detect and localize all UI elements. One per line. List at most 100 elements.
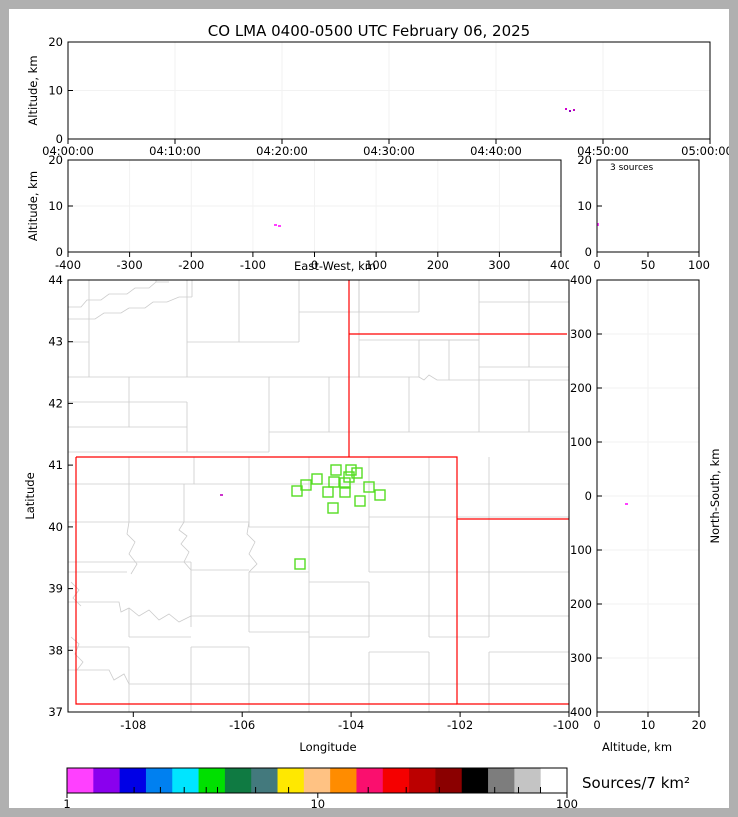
x-ticks-time-panel: 04:00:00 04:10:00 04:20:00 04:30:00 04:4… — [42, 139, 729, 156]
xtick-hist-50: 50 — [641, 258, 656, 272]
colorbar[interactable]: 1 10 100 Sources/7 km² — [9, 757, 729, 809]
ytick-20: 20 — [48, 35, 63, 49]
ytick-ns-300: 300 — [570, 327, 592, 341]
y-ticks-ns-panel: -400 -300 -200 -100 0 100 200 300 400 — [569, 273, 602, 719]
ytick-lat-37: 37 — [48, 705, 63, 719]
xtick-ns-alt-20: 20 — [692, 718, 707, 732]
xtick-t4: 04:40:00 — [470, 144, 522, 156]
data-points-ew-panel — [274, 224, 281, 227]
ytick-10: 10 — [48, 84, 63, 98]
ytick-ew-10: 10 — [48, 199, 63, 213]
ytick-hist-20: 20 — [577, 153, 592, 167]
colorbar-swatch — [67, 768, 94, 793]
xtick-ns-alt-0: 0 — [593, 718, 600, 732]
y-ticks-ew-panel: 0 10 20 — [48, 153, 73, 259]
ytick-ns-100: 100 — [570, 435, 592, 449]
xtick-lon-102: -102 — [447, 718, 473, 732]
colorbar-swatch — [488, 768, 515, 793]
xtick-ns-alt-10: 10 — [641, 718, 656, 732]
ytick-ns-400: 400 — [570, 273, 592, 287]
x-ticks-map: -108 -106 -104 -102 -100 — [120, 712, 579, 732]
ytick-ns-m400: -400 — [569, 705, 592, 719]
colorbar-swatch — [145, 768, 173, 793]
ytick-lat-41: 41 — [48, 458, 63, 472]
colorbar-swatch — [172, 768, 200, 793]
ylabel-ns-panel: North-South, km — [708, 449, 722, 544]
panel-east-west-vs-altitude: 0 10 20 -400 -300 -200 -100 0 100 — [9, 152, 569, 272]
x-ticks-ew-panel: -400 -300 -200 -100 0 100 200 300 400 — [55, 252, 569, 272]
xtick-t0: 04:00:00 — [42, 144, 94, 156]
ytick-ns-m300: -300 — [569, 651, 592, 665]
state-boundaries — [75, 280, 569, 705]
y-ticks-map: 37 38 39 40 41 42 43 44 — [48, 273, 73, 719]
stray-points-map — [220, 494, 223, 496]
cbar-tick-100: 100 — [556, 797, 578, 809]
xlabel-longitude: Longitude — [299, 740, 357, 754]
xtick-t6: 05:00:00 — [681, 144, 729, 156]
ytick-ns-0: 0 — [585, 489, 592, 503]
ytick-ns-m200: -200 — [569, 597, 592, 611]
ytick-lat-38: 38 — [48, 643, 63, 657]
colorbar-swatch — [303, 768, 331, 793]
lma-figure: CO LMA 0400-0500 UTC February 06, 2025 — [9, 9, 729, 809]
ytick-0: 0 — [56, 132, 63, 146]
x-ticks-ns-panel: 0 10 20 — [593, 712, 706, 732]
xtick-t3: 04:30:00 — [363, 144, 415, 156]
county-boundaries — [68, 280, 569, 712]
panel-map: 37 38 39 40 41 42 43 44 -108 -106 -104 -… — [9, 272, 584, 732]
xtick-hist-0: 0 — [593, 258, 600, 272]
xtick-t2: 04:20:00 — [256, 144, 308, 156]
ytick-lat-40: 40 — [48, 520, 63, 534]
gridlines-ew-panel — [68, 160, 561, 252]
colorbar-swatch — [356, 768, 384, 793]
ylabel-map: Latitude — [23, 472, 37, 519]
xtick-lon-100: -100 — [553, 718, 579, 732]
y-ticks-time-panel: 0 10 20 — [48, 35, 73, 146]
xtick-t1: 04:10:00 — [149, 144, 201, 156]
panel-time-vs-altitude: 0 10 20 04:00:00 04:10:00 04:20:00 04:30… — [9, 31, 729, 156]
xtick-ew-4: 0 — [311, 258, 318, 272]
data-points-ns-panel — [625, 503, 628, 505]
source-count-annotation: 3 sources — [610, 163, 653, 173]
xlabel-altitude-ns: Altitude, km — [601, 740, 673, 754]
x-ticks-hist-panel: 0 50 100 — [593, 252, 710, 272]
density-cells — [291, 464, 386, 570]
data-points-time-panel — [565, 108, 575, 112]
ytick-ew-20: 20 — [48, 153, 63, 167]
xtick-ew-1: -300 — [117, 258, 143, 272]
xtick-ew-7: 300 — [488, 258, 510, 272]
ylabel-ew-panel: Altitude, km — [26, 171, 40, 241]
xtick-lon-104: -104 — [338, 718, 364, 732]
cbar-tick-10: 10 — [310, 797, 325, 809]
ylabel-time-panel: Altitude, km — [26, 55, 40, 125]
colorbar-swatch — [330, 768, 357, 793]
xtick-ew-2: -200 — [178, 258, 204, 272]
gridlines-time-panel — [68, 42, 710, 139]
ytick-lat-42: 42 — [48, 396, 63, 410]
colorbar-swatch — [409, 768, 436, 793]
page-title: CO LMA 0400-0500 UTC February 06, 2025 — [207, 22, 531, 40]
xtick-t5: 04:50:00 — [577, 144, 629, 156]
xtick-ew-5: 100 — [365, 258, 387, 272]
xtick-lon-108: -108 — [120, 718, 146, 732]
panel-north-south-vs-altitude: -400 -300 -200 -100 0 100 200 300 400 0 … — [569, 272, 729, 732]
xtick-lon-106: -106 — [229, 718, 255, 732]
panel-source-histogram: 0 10 20 0 50 100 3 sources — [569, 152, 729, 272]
xtick-ew-3: -100 — [240, 258, 266, 272]
colorbar-swatch — [277, 768, 305, 793]
colorbar-swatch — [224, 768, 252, 793]
ytick-lat-44: 44 — [48, 273, 63, 287]
colorbar-swatches — [67, 768, 568, 793]
colorbar-swatch — [119, 768, 147, 793]
colorbar-ticks — [66, 787, 568, 798]
xlabel-east-west: East-West, km — [294, 259, 376, 273]
ytick-lat-39: 39 — [48, 582, 63, 596]
cbar-tick-1: 1 — [63, 797, 70, 809]
colorbar-label: Sources/7 km² — [582, 774, 690, 792]
xtick-hist-100: 100 — [688, 258, 710, 272]
colorbar-swatch — [382, 768, 410, 793]
ytick-hist-10: 10 — [577, 199, 592, 213]
ytick-ns-200: 200 — [570, 381, 592, 395]
data-points-hist-panel — [597, 223, 599, 226]
colorbar-swatch — [198, 768, 226, 793]
